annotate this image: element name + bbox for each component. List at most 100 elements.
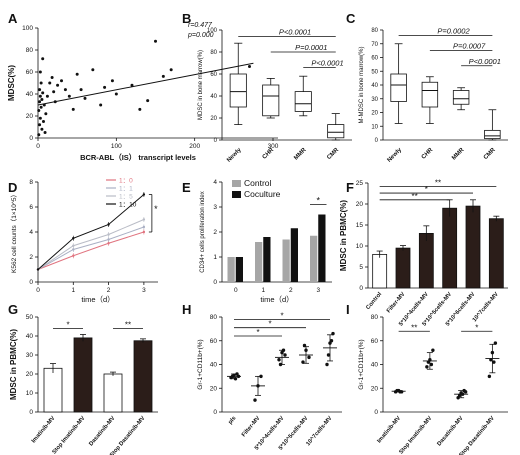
panel-e-bar xyxy=(255,242,263,282)
panel-e-legend-label: Control xyxy=(244,178,272,188)
panel-i-y-tick-label: 80 xyxy=(371,314,379,321)
panel-a-point xyxy=(41,57,45,61)
panel-a-y-tick-label: 100 xyxy=(22,25,33,32)
panel-f-bar xyxy=(488,218,504,289)
panel-h-comparison-label: * xyxy=(268,320,271,329)
panel-e-bar xyxy=(263,237,271,282)
panel-a-point xyxy=(60,79,63,83)
panel-f-ylabel: MDSC in PBMC(%) xyxy=(339,200,348,271)
panel-f-y-tick-label: 15 xyxy=(356,222,364,229)
panel-g-bar xyxy=(133,340,153,413)
panel-label-G: G xyxy=(8,302,18,317)
panel-c-box xyxy=(390,73,407,102)
panel-a-point xyxy=(48,81,52,85)
panel-c-x-tick-label: Newly xyxy=(387,147,404,164)
panel-c-y-tick-label: 30 xyxy=(371,97,378,103)
panel-f-y-tick-label: 25 xyxy=(356,180,364,187)
panel-a-point xyxy=(38,100,42,104)
panel-label-E: E xyxy=(182,180,191,195)
panel-d-annotation: * xyxy=(154,204,158,214)
panel-g-comparison-label: * xyxy=(66,320,69,329)
panel-i-y-tick-label: 20 xyxy=(371,385,379,392)
panel-b-comparison-label: P=0.0001 xyxy=(295,43,327,52)
panel-f-x-tick-label: 10^7cells-MV xyxy=(472,291,500,323)
panel-b-y-tick-label: 100 xyxy=(207,28,218,34)
panel-h-point xyxy=(253,398,257,402)
panel-h-point xyxy=(277,358,281,362)
panel-c-comparison-label: P=0.0002 xyxy=(437,27,470,36)
panel-i-comparison-label: ** xyxy=(411,323,417,332)
panel-d-y-tick-label: 4 xyxy=(29,229,33,236)
panel-c-box xyxy=(421,81,439,108)
panel-a-y-tick-label: 60 xyxy=(26,69,34,76)
panel-f-comparison-label: * xyxy=(425,185,428,194)
panel-a-y-tick-label: 0 xyxy=(29,135,33,142)
panel-c-x-tick-label: CHR xyxy=(421,147,435,161)
panel-a-point xyxy=(52,90,56,94)
panel-g-bar xyxy=(43,367,63,413)
panel-a-point xyxy=(40,98,44,101)
panel-f-x-tick-label: Control xyxy=(365,291,383,311)
panel-f-y-tick-label: 20 xyxy=(356,201,364,208)
panel-i-point xyxy=(429,362,434,367)
panel-a-point xyxy=(38,94,42,98)
panel-c-y-tick-label: 10 xyxy=(371,124,378,130)
panel-c-y-tick-label: 0 xyxy=(375,138,379,144)
panel-label-I: I xyxy=(346,302,350,317)
panel-a-point xyxy=(110,79,114,83)
panel-label-F: F xyxy=(346,180,354,195)
panel-f-comparison-label: ** xyxy=(412,192,418,201)
panel-h-x-tick-label: Filter-MV xyxy=(241,415,262,438)
panel-e-x-tick-label: 1 xyxy=(261,287,265,294)
panel-label-D: D xyxy=(8,180,17,195)
panel-f-x-tick-label: Filter-MV xyxy=(386,291,407,314)
panel-g-y-tick-label: 20 xyxy=(26,371,34,378)
panel-i-point xyxy=(431,348,435,352)
panel-i-y-tick-label: 60 xyxy=(371,338,379,345)
panel-a-point xyxy=(41,120,45,123)
panel-e-bar xyxy=(310,235,318,282)
panel-a-point xyxy=(38,123,42,127)
panel-e-bar xyxy=(318,214,326,282)
panel-a-point xyxy=(45,94,49,98)
panel-a-stat-r: r=0.477 xyxy=(188,22,213,29)
panel-a-point xyxy=(99,103,103,107)
panel-a-point xyxy=(103,85,107,89)
panel-b-box xyxy=(294,91,312,112)
panel-a-point xyxy=(67,94,71,98)
panel-c-y-tick-label: 60 xyxy=(371,56,378,62)
panel-e-y-tick-label: 4 xyxy=(213,179,217,186)
panel-a-point xyxy=(38,88,42,92)
panel-d-point xyxy=(107,223,110,226)
panel-a-point xyxy=(146,99,150,103)
panel-b-y-tick-label: 60 xyxy=(210,72,217,78)
panel-i-x-tick-label: Dasatinib-MV xyxy=(436,415,464,447)
panel-a-point xyxy=(50,76,54,79)
panel-e-x-tick-label: 0 xyxy=(234,287,238,294)
panel-d-x-tick-label: 0 xyxy=(36,287,40,294)
panel-a-point xyxy=(79,88,83,92)
panel-d-point xyxy=(72,248,75,251)
panel-a-point xyxy=(43,131,47,134)
panel-a-point xyxy=(40,127,44,131)
panel-a-y-tick-label: 40 xyxy=(26,91,34,98)
panel-g-ylabel: MDSC in PBMC(%) xyxy=(9,329,18,400)
panel-d-point xyxy=(107,238,110,241)
panel-a-point xyxy=(63,88,67,92)
panel-f-bar xyxy=(395,247,411,289)
panel-f-bar xyxy=(418,232,434,289)
panel-h-point xyxy=(326,353,331,357)
panel-a-point xyxy=(41,91,45,95)
panel-h-comparison-label: * xyxy=(280,311,283,320)
panel-c-box xyxy=(484,129,501,140)
panel-f-y-tick-label: 10 xyxy=(356,243,364,250)
panel-d-point xyxy=(36,268,40,271)
panel-g-bar xyxy=(73,337,93,413)
panel-d-point xyxy=(142,193,146,196)
panel-a-point xyxy=(138,107,142,111)
panel-d-point xyxy=(72,244,75,247)
panel-a-x-tick-label: 200 xyxy=(189,143,200,150)
panel-d-legend-label: 1：10 xyxy=(119,201,137,208)
panel-a-y-tick-label: 20 xyxy=(26,113,34,120)
panel-d-series-line xyxy=(37,226,145,270)
